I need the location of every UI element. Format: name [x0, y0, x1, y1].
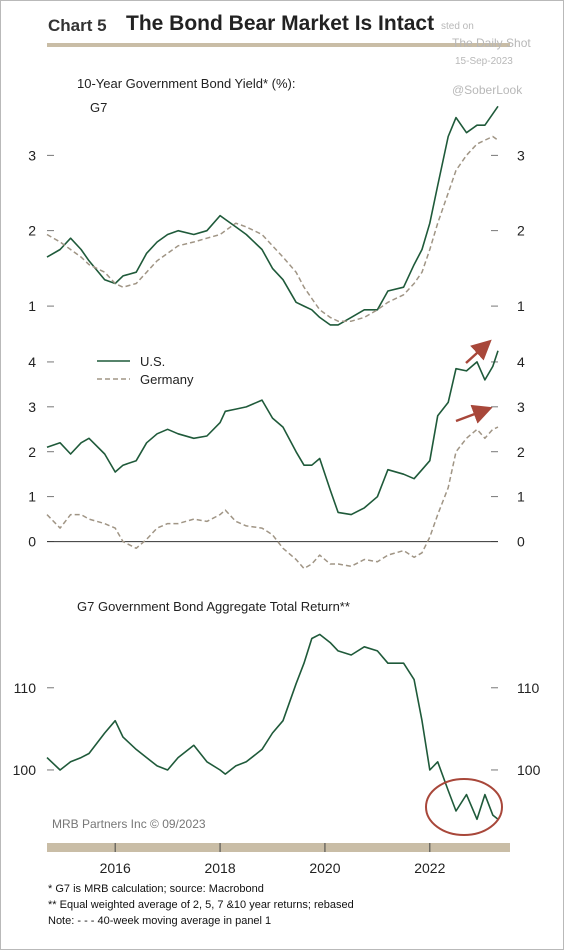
series-line-panel-2-2 — [46, 426, 499, 570]
y-tick-label-left: 3 — [28, 147, 36, 163]
chart-number: Chart 5 — [48, 16, 107, 35]
watermark-site: The Daily Shot — [452, 36, 531, 50]
series-line-panel-1-2 — [46, 135, 499, 322]
y-tick-label-right: 1 — [517, 298, 525, 314]
panel-1-title: 10-Year Government Bond Yield* (%): — [77, 76, 295, 91]
panel-3-title: G7 Government Bond Aggregate Total Retur… — [77, 599, 350, 614]
footnote-2: ** Equal weighted average of 2, 5, 7 &10… — [48, 899, 354, 911]
x-axis-bar — [47, 843, 510, 852]
chart-title: The Bond Bear Market Is Intact — [126, 12, 435, 35]
legend-label-germany: Germany — [140, 372, 194, 387]
legend-label-us: U.S. — [140, 354, 165, 369]
x-tick-label: 2016 — [100, 860, 131, 876]
header-rule — [47, 43, 510, 47]
y-tick-label-right: 3 — [517, 147, 525, 163]
y-tick-label-right: 100 — [517, 762, 541, 778]
annotation-arrow-us — [465, 339, 492, 364]
y-tick-label-right: 110 — [517, 680, 540, 696]
watermark-posted: sted on — [441, 21, 474, 32]
annotation-ellipse — [425, 778, 503, 836]
chart-annotation-layer — [425, 339, 503, 836]
y-tick-label-left: 0 — [28, 534, 36, 550]
annotation-arrow-germany — [455, 404, 493, 424]
y-tick-label-left: 2 — [28, 444, 36, 460]
y-tick-label-left: 1 — [28, 489, 36, 505]
watermark-date: 15-Sep-2023 — [455, 56, 513, 67]
series-line-panel-3-1 — [46, 633, 499, 821]
y-tick-label-left: 100 — [13, 762, 37, 778]
y-tick-label-left: 110 — [14, 680, 37, 696]
y-tick-label-left: 1 — [28, 298, 36, 314]
y-tick-label-left: 2 — [28, 223, 36, 239]
series-line-panel-1-1 — [46, 105, 499, 326]
y-tick-label-left: 3 — [28, 399, 36, 415]
x-tick-label: 2020 — [309, 860, 340, 876]
series-line-panel-2-1 — [46, 350, 499, 516]
y-tick-label-right: 2 — [517, 444, 525, 460]
y-tick-label-right: 4 — [517, 354, 525, 370]
y-tick-label-left: 4 — [28, 354, 36, 370]
y-tick-label-right: 3 — [517, 399, 525, 415]
x-tick-label: 2018 — [204, 860, 235, 876]
x-tick-label: 2022 — [414, 860, 445, 876]
footnote-1: * G7 is MRB calculation; source: Macrobo… — [48, 883, 264, 895]
panel-1-subtitle: G7 — [90, 100, 107, 115]
source-credit: MRB Partners Inc © 09/2023 — [52, 817, 206, 831]
chart-base-layer: 10-Year Government Bond Yield* (%): G7 1 1 2… — [13, 76, 541, 876]
chart-lines-layer — [46, 105, 499, 821]
watermark-handle: @SoberLook — [452, 83, 523, 97]
y-tick-label-right: 1 — [517, 489, 525, 505]
footnote-3: Note: - - - 40-week moving average in pa… — [48, 915, 272, 927]
y-tick-label-right: 2 — [517, 223, 525, 239]
y-tick-label-right: 0 — [517, 534, 525, 550]
